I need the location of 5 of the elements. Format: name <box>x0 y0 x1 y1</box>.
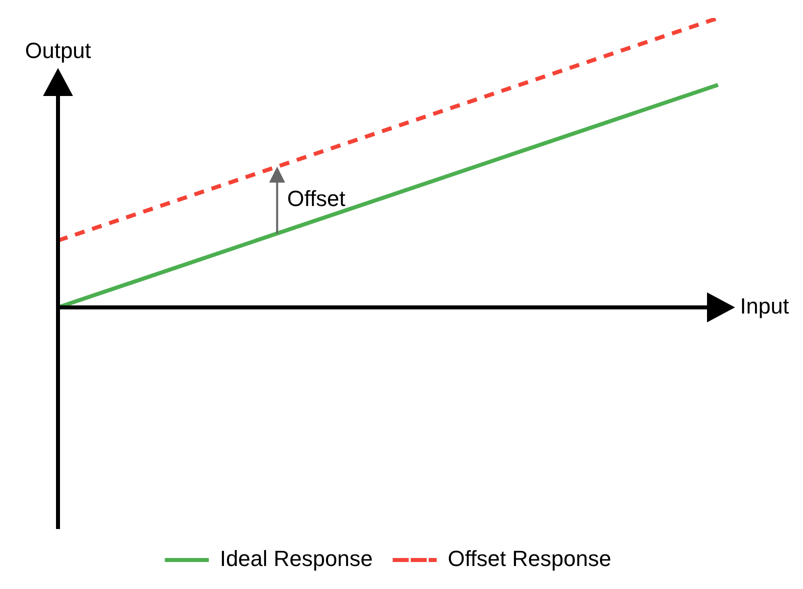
y-axis-title: Output <box>24 38 92 64</box>
x-axis-title: Input <box>740 293 789 318</box>
legend-label: Ideal Response <box>220 546 373 572</box>
legend-label: Offset Response <box>448 546 612 572</box>
annotation: Offset <box>287 186 346 212</box>
